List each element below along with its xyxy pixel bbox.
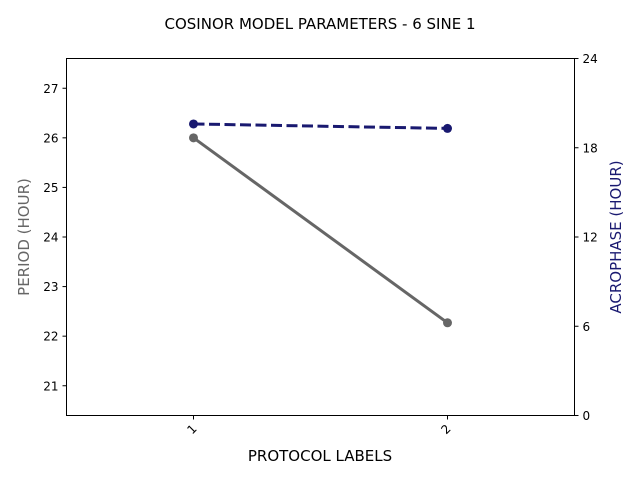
series-layer	[189, 119, 452, 328]
right-tick-label: 12	[583, 231, 598, 245]
right-tick-label: 18	[583, 141, 598, 155]
left-tick-label: 22	[43, 330, 58, 344]
chart-title: COSINOR MODEL PARAMETERS - 6 SINE 1	[165, 15, 476, 33]
left-tick-label: 26	[43, 131, 58, 145]
x-axis-label: PROTOCOL LABELS	[248, 447, 392, 465]
x-tick-label: 2	[438, 422, 453, 437]
series-2-point	[189, 119, 198, 129]
right-tick-label: 6	[583, 320, 591, 334]
series-2-point	[443, 123, 452, 133]
right-tick-label: 24	[583, 52, 598, 66]
right-tick-label: 0	[583, 409, 591, 423]
left-tick-label: 21	[43, 379, 58, 393]
left-axis-label: PERIOD (HOUR)	[15, 178, 33, 296]
left-tick-label: 24	[43, 231, 58, 245]
series-1-point	[189, 133, 198, 143]
right-axis-label: ACROPHASE (HOUR)	[607, 160, 625, 313]
left-tick-label: 27	[43, 82, 58, 96]
left-tick-label: 23	[43, 280, 58, 294]
left-tick-label: 25	[43, 181, 58, 195]
series-line-1	[192, 136, 449, 324]
right-axis-ticks: 0 6 12 18 24	[574, 52, 598, 423]
plot-area-frame	[66, 58, 575, 416]
x-tick-label: 1	[184, 422, 199, 437]
series-1-point	[443, 318, 452, 328]
left-axis-ticks: 21 22 23 24 25 26 27	[43, 82, 67, 393]
series-line-2	[193, 122, 448, 130]
